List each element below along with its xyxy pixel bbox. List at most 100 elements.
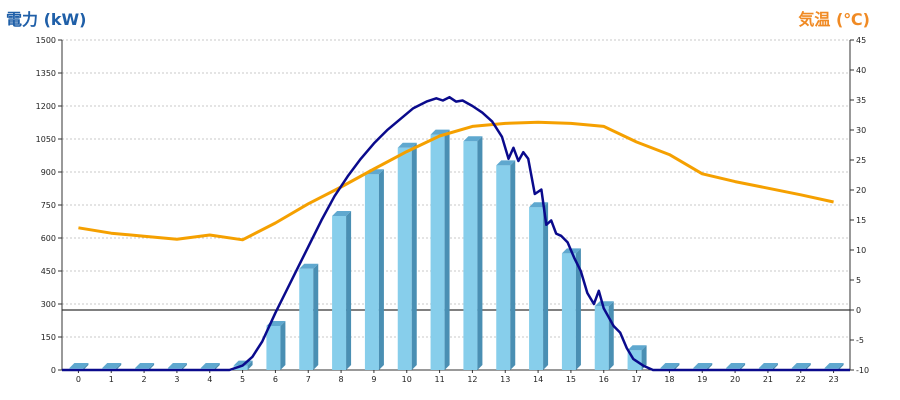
left-tick-label: 1200 <box>36 102 56 111</box>
bar-side <box>247 360 253 370</box>
bar-top <box>594 301 614 307</box>
bar-side <box>411 142 417 370</box>
x-tick-label: 16 <box>599 375 609 384</box>
bar-side <box>313 263 319 370</box>
x-tick-label: 15 <box>566 375 576 384</box>
x-tick-label: 14 <box>533 375 543 384</box>
bar-side <box>674 363 680 370</box>
right-tick-label: 40 <box>856 66 866 75</box>
bar-side <box>116 363 122 370</box>
bar-side <box>214 363 220 370</box>
bar-top <box>758 363 778 368</box>
bar-side <box>378 169 384 370</box>
bar-top <box>726 363 746 368</box>
bar-side <box>83 363 89 370</box>
bar <box>364 169 384 370</box>
left-tick-label: 750 <box>41 201 56 210</box>
right-tick-label: 35 <box>856 96 866 105</box>
bar-face <box>299 268 314 370</box>
bar <box>463 136 483 370</box>
right-axis-title: 気温 (℃) <box>798 10 870 29</box>
bar-side <box>772 363 778 370</box>
line-series <box>62 95 850 372</box>
left-tick-label: 1500 <box>36 36 56 45</box>
bar-face <box>496 165 511 370</box>
bar <box>561 248 581 370</box>
x-tick-label: 13 <box>500 375 510 384</box>
bar <box>332 211 352 370</box>
bar-face <box>364 174 379 370</box>
bar-top <box>660 363 680 368</box>
right-tick-label: 15 <box>856 216 866 225</box>
x-tick-label: 6 <box>273 375 278 384</box>
bar-face <box>397 147 412 370</box>
x-tick-label: 3 <box>174 375 179 384</box>
right-tick-label: 30 <box>856 126 866 135</box>
bar-face <box>529 207 544 370</box>
bar-face <box>332 216 347 370</box>
right-tick-label: -10 <box>856 366 869 375</box>
right-tick-label: -5 <box>856 336 864 345</box>
bar-face <box>266 326 281 370</box>
bar-side <box>543 202 549 370</box>
x-tick-label: 7 <box>306 375 311 384</box>
bar-face <box>463 141 478 370</box>
power-line <box>62 95 850 372</box>
bar-top <box>496 160 516 166</box>
bar-side <box>707 363 713 370</box>
x-tick-label: 8 <box>339 375 344 384</box>
x-tick-label: 17 <box>631 375 641 384</box>
bar-top <box>397 142 417 148</box>
temperature-line <box>78 120 834 242</box>
bar-side <box>608 301 614 370</box>
left-tick-label: 450 <box>41 267 56 276</box>
right-tick-label: 0 <box>856 306 861 315</box>
bar-top <box>693 363 713 368</box>
bar-side <box>444 129 450 370</box>
bar-side <box>740 363 746 370</box>
bar-face <box>233 365 248 370</box>
x-tick-label: 22 <box>796 375 806 384</box>
x-tick-label: 5 <box>240 375 245 384</box>
bar-top <box>463 136 483 142</box>
x-tick-label: 9 <box>371 375 376 384</box>
bar-side <box>181 363 187 370</box>
right-tick-label: 25 <box>856 156 866 165</box>
x-tick-label: 11 <box>434 375 444 384</box>
bar-top <box>69 363 89 368</box>
bar-side <box>805 363 811 370</box>
bar-side <box>510 160 516 370</box>
x-tick-label: 18 <box>664 375 674 384</box>
tick-labels: 01503004506007509001050120013501500-10-5… <box>36 36 869 384</box>
x-tick-label: 19 <box>697 375 707 384</box>
bar-top <box>200 363 220 368</box>
x-tick-label: 20 <box>730 375 740 384</box>
bar <box>299 263 319 370</box>
right-tick-label: 10 <box>856 246 866 255</box>
left-tick-label: 1350 <box>36 69 56 78</box>
bar-top <box>791 363 811 368</box>
left-tick-label: 300 <box>41 300 56 309</box>
bar <box>496 160 516 370</box>
x-tick-label: 0 <box>76 375 81 384</box>
bar-face <box>430 134 445 370</box>
bar-top <box>167 363 187 368</box>
left-tick-label: 600 <box>41 234 56 243</box>
bar-side <box>149 363 155 370</box>
x-tick-label: 21 <box>763 375 773 384</box>
bar-top <box>627 345 647 351</box>
bar-side <box>346 211 352 370</box>
bar-face <box>594 306 609 370</box>
left-tick-label: 1050 <box>36 135 56 144</box>
bar-side <box>838 363 844 370</box>
x-tick-label: 23 <box>828 375 838 384</box>
bar <box>397 142 417 370</box>
bar <box>529 202 549 370</box>
bar-side <box>477 136 483 370</box>
bar-side <box>575 248 581 370</box>
left-tick-label: 150 <box>41 333 56 342</box>
bar-top <box>332 211 352 216</box>
right-tick-label: 45 <box>856 36 866 45</box>
x-tick-label: 10 <box>402 375 412 384</box>
